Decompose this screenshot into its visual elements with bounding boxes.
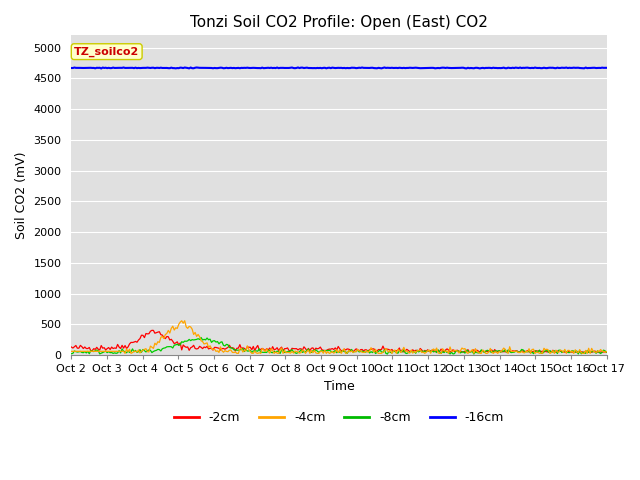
Title: Tonzi Soil CO2 Profile: Open (East) CO2: Tonzi Soil CO2 Profile: Open (East) CO2 <box>190 15 488 30</box>
Legend: -2cm, -4cm, -8cm, -16cm: -2cm, -4cm, -8cm, -16cm <box>169 406 509 429</box>
Text: TZ_soilco2: TZ_soilco2 <box>74 47 140 57</box>
Y-axis label: Soil CO2 (mV): Soil CO2 (mV) <box>15 152 28 239</box>
X-axis label: Time: Time <box>324 380 355 393</box>
